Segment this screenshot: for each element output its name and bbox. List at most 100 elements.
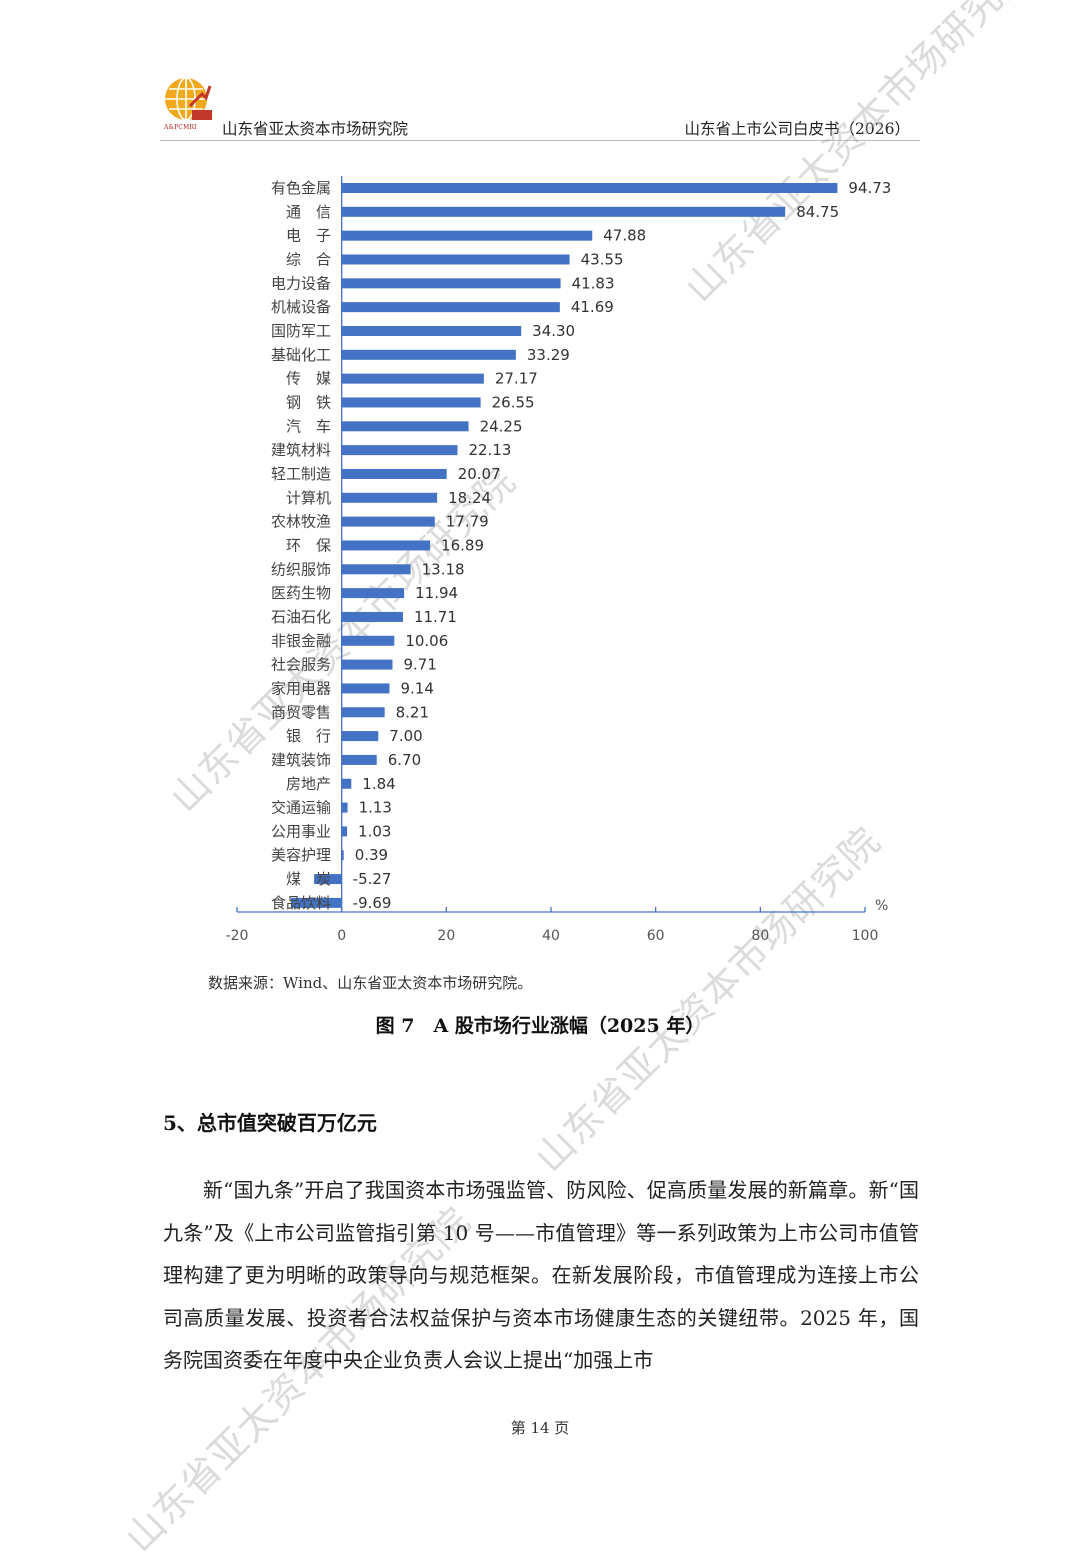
page-number: 第 14 页	[510, 1419, 570, 1437]
category-label: 环 保	[286, 536, 331, 554]
value-label: 94.73	[848, 179, 891, 197]
value-label: 6.70	[388, 751, 421, 769]
category-label: 公用事业	[271, 822, 331, 840]
category-label: 商贸零售	[271, 703, 331, 721]
globe-logo-icon	[165, 77, 212, 121]
chart-bar	[341, 659, 393, 670]
value-label: 9.71	[403, 656, 436, 674]
value-label: 33.29	[527, 346, 570, 364]
chart-bar	[341, 611, 403, 622]
category-label: 电 子	[286, 227, 331, 245]
category-label: 交通运输	[271, 799, 331, 817]
chart-bar	[341, 707, 385, 718]
category-label: 综 合	[286, 250, 331, 268]
value-label: 11.71	[414, 608, 457, 626]
category-label: 医药生物	[271, 584, 331, 602]
chart-bar	[341, 635, 395, 646]
chart-bar	[341, 826, 348, 837]
category-label: 汽 车	[286, 417, 331, 435]
chart-bar	[341, 802, 348, 813]
value-label: 27.17	[495, 370, 538, 388]
category-label: 农林牧渔	[271, 513, 331, 531]
value-label: -9.69	[353, 894, 392, 912]
chart-bar	[341, 325, 522, 336]
category-label: 国防军工	[271, 322, 331, 340]
category-label: 美容护理	[271, 846, 331, 864]
x-tick-label: 40	[542, 928, 560, 944]
value-label: 13.18	[422, 560, 465, 578]
header-divider	[160, 140, 920, 141]
chart-bar	[341, 349, 516, 360]
value-label: 8.21	[396, 703, 429, 721]
value-label: 9.14	[400, 679, 433, 697]
category-label: 房地产	[286, 775, 331, 793]
value-label: 18.24	[448, 489, 491, 507]
data-source-note: 数据来源：Wind、山东省亚太资本市场研究院。	[208, 974, 533, 992]
chart-bar	[341, 254, 570, 265]
category-label: 建筑材料	[271, 441, 331, 459]
logo: A&PCMRI	[160, 76, 218, 134]
x-tick-label: 60	[647, 928, 665, 944]
category-label: 轻工制造	[271, 465, 331, 483]
x-tick-label: 20	[437, 928, 455, 944]
value-label: 1.03	[358, 822, 391, 840]
value-label: 24.25	[480, 417, 523, 435]
chart-bar	[341, 564, 411, 575]
category-label: 煤 炭	[286, 870, 331, 888]
logo-text: A&PCMRI	[164, 124, 197, 131]
header-doc-title: 山东省上市公司白皮书（2026）	[684, 120, 910, 138]
category-label: 社会服务	[271, 656, 331, 674]
value-label: 41.69	[571, 298, 614, 316]
value-label: 84.75	[796, 203, 839, 221]
body-paragraph: 新“国九条”开启了我国资本市场强监管、防风险、促高质量发展的新篇章。新“国九条”…	[163, 1178, 919, 1372]
category-label: 钢 铁	[286, 393, 331, 411]
section-title: 5、总市值突破百万亿元	[163, 1111, 377, 1135]
chart-bar	[341, 516, 435, 527]
chart-bar	[341, 588, 405, 599]
value-label: 20.07	[458, 465, 501, 483]
chart-bar	[341, 206, 786, 217]
chart-bar	[341, 373, 484, 384]
category-label: 银 行	[286, 727, 331, 745]
category-label: 通 信	[286, 203, 331, 221]
value-label: 0.39	[355, 846, 388, 864]
category-label: 食品饮料	[271, 894, 331, 912]
chart-bar	[341, 183, 838, 193]
chart-bar	[341, 468, 447, 479]
category-label: 有色金属	[271, 179, 331, 197]
x-unit-label: %	[875, 898, 888, 914]
category-label: 纺织服饰	[271, 560, 331, 578]
chart-bar	[341, 731, 379, 742]
x-tick-label: -20	[226, 928, 249, 944]
chart-bar	[341, 397, 481, 408]
chart-bar	[341, 778, 352, 789]
value-label: 47.88	[603, 227, 646, 245]
chart-bar	[341, 302, 560, 313]
chart-bar	[341, 421, 469, 432]
value-label: 11.94	[415, 584, 458, 602]
chart-bar	[341, 683, 390, 694]
chart-bar	[341, 230, 593, 241]
value-label: 7.00	[389, 727, 422, 745]
value-label: 1.13	[359, 799, 392, 817]
figure-caption: 图 7 A 股市场行业涨幅（2025 年）	[375, 1015, 705, 1037]
x-tick-label: 80	[751, 928, 769, 944]
value-label: 10.06	[405, 632, 448, 650]
category-label: 石油石化	[271, 608, 331, 626]
value-label: 17.79	[446, 513, 489, 531]
category-label: 建筑装饰	[271, 751, 331, 769]
category-label: 计算机	[286, 489, 331, 507]
category-label: 家用电器	[271, 679, 331, 697]
value-label: 22.13	[468, 441, 511, 459]
x-tick-label: 100	[852, 928, 879, 944]
value-label: 26.55	[492, 393, 535, 411]
category-label: 电力设备	[271, 274, 331, 292]
x-tick-label: 0	[337, 928, 346, 944]
category-label: 非银金融	[271, 632, 331, 650]
chart-bar	[341, 492, 438, 503]
value-label: 34.30	[532, 322, 575, 340]
chart-bar	[341, 754, 377, 765]
chart-bar	[341, 445, 458, 456]
page-header: A&PCMRI 山东省亚太资本市场研究院 山东省上市公司白皮书（2026）	[160, 76, 920, 142]
